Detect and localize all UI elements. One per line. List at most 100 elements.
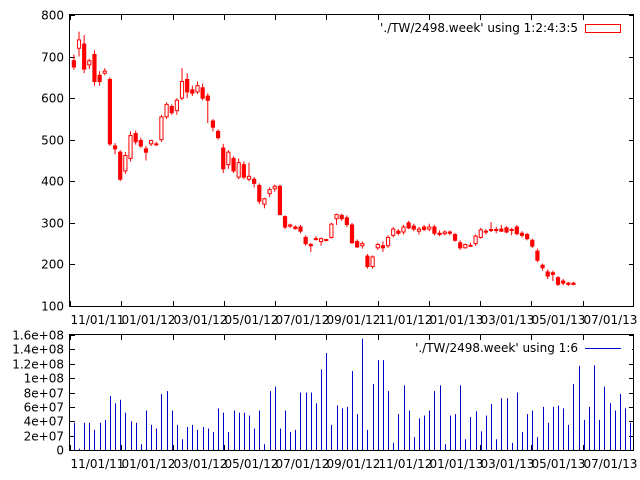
candle (385, 235, 391, 248)
candle (519, 231, 525, 238)
candle (488, 222, 494, 233)
volume-y-tick-label: 1.4e+08 (12, 343, 64, 357)
volume-legend-label: './TW/2498.week' using 1:6 (415, 341, 578, 355)
candle-body (293, 226, 298, 230)
candle (190, 85, 195, 97)
candle-body (504, 227, 509, 233)
candle (375, 242, 380, 250)
candle (432, 224, 437, 236)
candle-body (107, 78, 113, 145)
candle (458, 240, 463, 250)
price-y-tick-label: 600 (41, 92, 64, 106)
candle-body (427, 226, 432, 230)
price-x-tick-label: 09/01/12 (327, 313, 381, 327)
candle (133, 130, 138, 145)
candle-body (169, 105, 174, 114)
volume-x-tick-label: 11/01/11 (71, 457, 125, 471)
candle (257, 183, 262, 205)
candle (550, 270, 555, 282)
candle-body (566, 282, 571, 285)
candle (452, 232, 458, 242)
volume-y-tick-label: 0 (56, 444, 64, 458)
candle (530, 238, 535, 248)
candle (483, 229, 489, 235)
candle-body (401, 226, 406, 233)
candle-body (277, 185, 282, 216)
volume-legend: './TW/2498.week' using 1:6 (415, 341, 632, 358)
candle-body (159, 116, 164, 141)
candle (473, 234, 478, 246)
volume-y-tick-label: 1.6e+08 (12, 329, 64, 343)
candle-body (123, 155, 128, 172)
candle-body (174, 99, 179, 112)
candle (380, 241, 386, 252)
candle-body (298, 226, 303, 232)
candle (128, 131, 133, 162)
candle (200, 83, 205, 101)
volume-x-axis: 11/01/1101/01/1203/01/1205/01/1207/01/12… (70, 335, 637, 471)
candle-body (138, 140, 143, 147)
candle (71, 54, 76, 70)
price-y-tick-label: 200 (41, 258, 64, 272)
candle (411, 223, 416, 232)
candle (123, 152, 128, 174)
candle (401, 224, 406, 235)
price-x-tick-label: 05/01/13 (532, 313, 586, 327)
candle (92, 50, 97, 86)
candle-body (82, 43, 87, 70)
volume-y-tick-label: 4e+07 (24, 415, 64, 429)
candle-body (303, 236, 308, 245)
candle (494, 227, 499, 234)
candle-body (463, 243, 468, 249)
candle-body (458, 242, 463, 249)
candle (252, 177, 257, 188)
candle (246, 162, 252, 182)
volume-bars (74, 338, 631, 450)
candle-body (447, 231, 452, 234)
candle (277, 184, 282, 216)
candle-body (257, 184, 262, 202)
price-y-tick-label: 800 (41, 9, 64, 23)
candle-body (344, 217, 349, 226)
candle-body (442, 231, 447, 235)
candle (236, 158, 241, 180)
candle (282, 215, 288, 230)
candle (478, 227, 483, 239)
candle-body (571, 282, 576, 285)
candle (504, 226, 509, 234)
volume-plot-frame (69, 334, 634, 451)
candle (365, 254, 370, 269)
candle (355, 239, 360, 248)
price-x-axis: 11/01/1101/01/1203/01/1205/01/1207/01/12… (70, 15, 637, 327)
candle-body (385, 236, 391, 247)
price-y-tick-label: 300 (41, 217, 64, 231)
candle-body (231, 157, 236, 172)
candle (370, 255, 375, 269)
volume-x-tick-label: 01/01/12 (122, 457, 176, 471)
price-y-tick-label: 500 (41, 134, 64, 148)
candle (540, 263, 545, 271)
price-legend-label: './TW/2498.week' using 1:2:4:3:5 (380, 21, 578, 35)
candle (76, 31, 82, 57)
candle (154, 141, 159, 146)
price-y-tick-label: 400 (41, 175, 64, 189)
candle (164, 102, 169, 119)
candle-body (468, 244, 473, 247)
candle (138, 137, 143, 149)
candle (447, 230, 452, 236)
candle-body (241, 164, 246, 178)
candle (339, 213, 344, 221)
candle (396, 229, 401, 236)
candle (509, 227, 514, 236)
candle (149, 139, 154, 146)
candle (344, 215, 349, 228)
candle (422, 224, 427, 232)
candle-body (530, 239, 535, 247)
candle-body (185, 78, 190, 93)
candle-body (499, 228, 504, 232)
candle (525, 232, 530, 241)
candle (406, 220, 411, 230)
candle-body (236, 162, 241, 178)
candle-body (215, 130, 221, 139)
